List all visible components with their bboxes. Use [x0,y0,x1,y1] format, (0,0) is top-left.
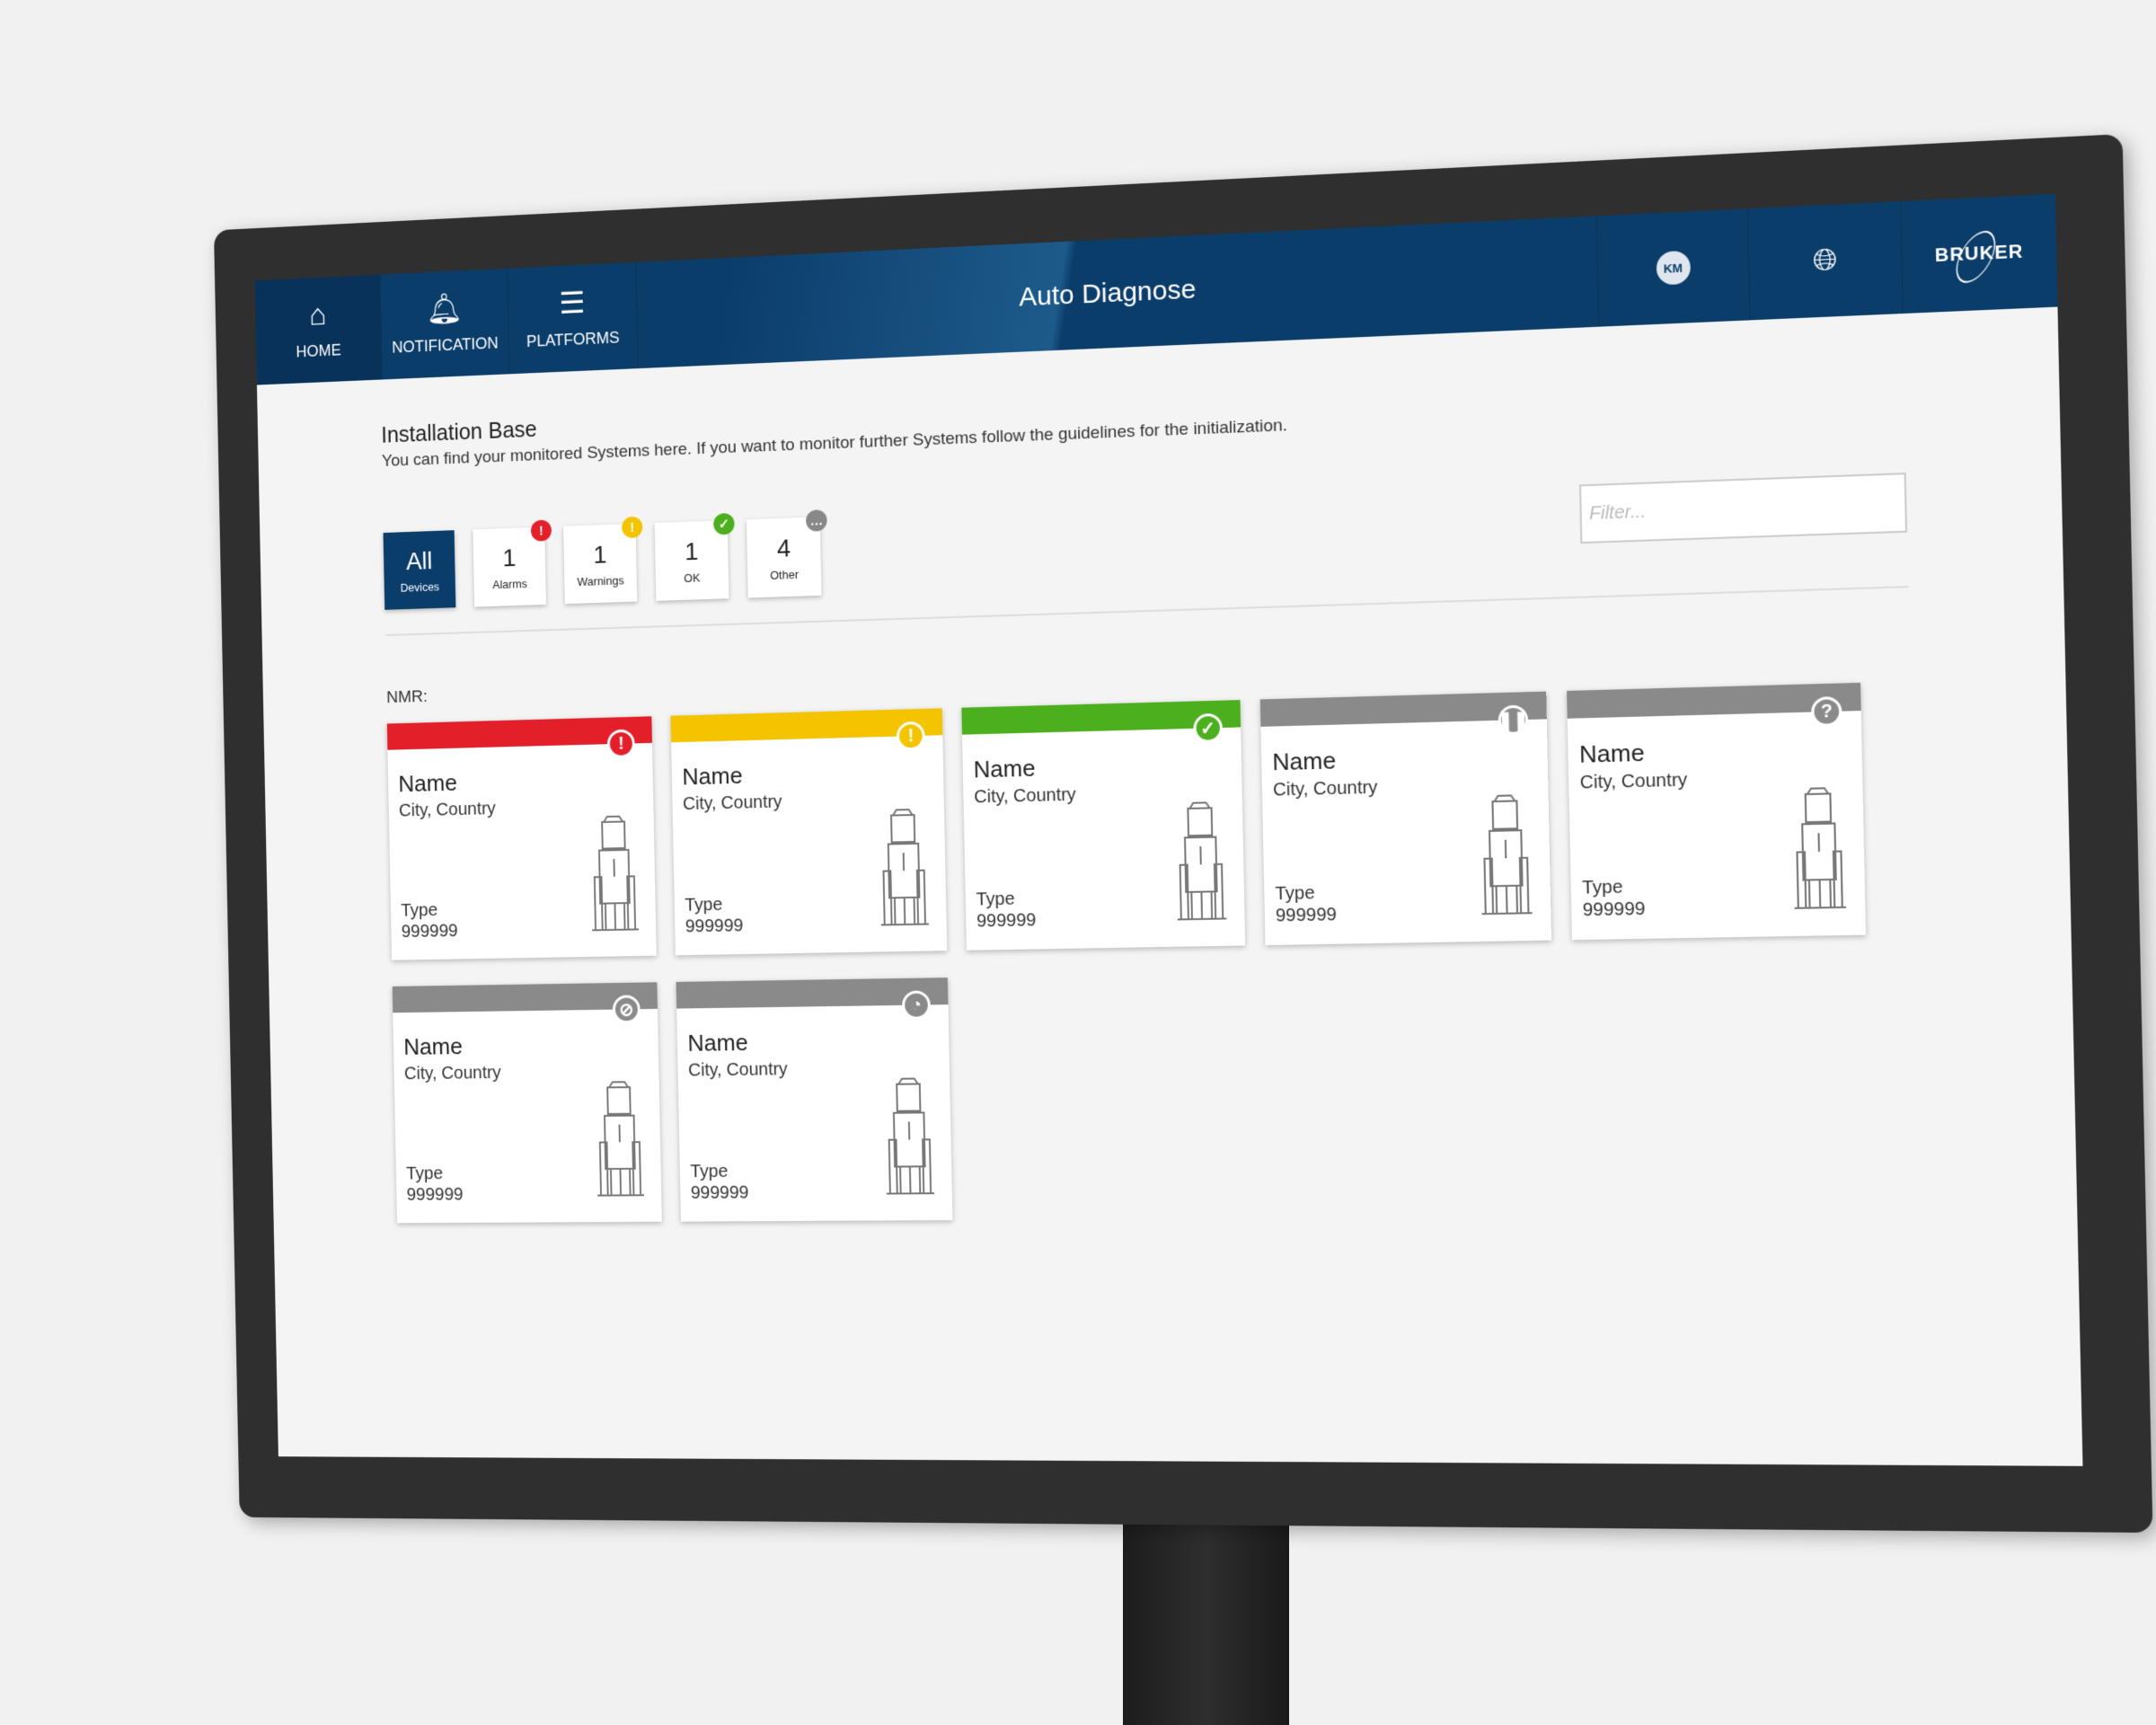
chip-status-icon: ! [530,519,552,542]
nmr-device-icon [587,814,642,939]
bruker-logo: BRUKER [1934,241,2024,266]
nmr-device-icon [875,808,932,934]
nmr-device-icon [1171,801,1231,929]
tab-label: NOTIFICATION [391,333,499,357]
nmr-device-icon [880,1076,938,1202]
device-name: Name [403,1032,464,1060]
chip-warnings[interactable]: 1 Warnings! [563,516,643,605]
user-button[interactable]: KM [1595,208,1750,327]
alarm-status-icon: ! [606,729,636,758]
device-name: Name [682,762,743,791]
device-card[interactable]: ✓ Name City, Country Type 999999 [961,700,1246,951]
top-nav: ⌂ HOME 🔔︎ NOTIFICATION ☰ PLATFORMS Auto Dia… [254,193,2058,385]
device-name: Name [687,1029,748,1057]
device-type: Type [401,900,438,921]
device-card[interactable]: ◔ Name City, Country Type 999999 [676,978,953,1222]
device-card[interactable]: ⊘ Name City, Country Type 999999 [392,982,662,1224]
menu-icon: ☰ [558,285,586,321]
device-card[interactable]: ! Name City, Country Type 999999 [670,708,948,956]
device-type: Type [685,895,723,916]
disabled-status-icon: ⊘ [612,995,641,1024]
device-name: Name [1272,747,1337,776]
device-grid: ! Name City, Country Type 999999 ! Name C… [386,681,1922,1224]
app-title: Auto Diagnose [636,216,1599,369]
brand-logo: BRUKER [1900,193,2058,314]
language-button[interactable]: 🌐︎ [1746,201,1903,321]
user-avatar: KM [1655,250,1691,286]
device-type: Type [406,1163,444,1184]
nmr-device-icon [1788,786,1850,918]
device-number: 999999 [1275,904,1338,926]
main-content: Installation Base You can find your moni… [381,360,1922,1224]
chip-status-icon: … [805,509,827,532]
device-type: Type [690,1162,729,1182]
screen: ⌂ HOME 🔔︎ NOTIFICATION ☰ PLATFORMS Auto Dia… [254,193,2083,1466]
globe-icon: 🌐︎ [1812,243,1838,278]
device-number: 999999 [401,921,458,942]
filter-input[interactable] [1578,473,1908,544]
chip-devices[interactable]: All Devices [383,530,456,610]
chip-ok[interactable]: 1 OK ✓ [654,512,735,601]
chip-label: Other [770,567,800,582]
chip-label: Warnings [577,572,624,588]
device-number: 999999 [690,1182,749,1203]
paused-status-icon: ❚❚ [1498,704,1529,736]
tab-label: PLATFORMS [526,328,620,350]
device-number: 999999 [685,916,744,937]
chip-count: 4 [776,533,791,562]
nmr-device-icon [1476,793,1536,924]
chip-status-icon: ! [621,516,643,539]
unknown-status-icon: ? [1810,695,1842,728]
tab-platforms[interactable]: ☰ PLATFORMS [508,261,639,375]
monitor: ⌂ HOME 🔔︎ NOTIFICATION ☰ PLATFORMS Auto Dia… [214,134,2153,1533]
device-type: Type [976,889,1015,910]
device-name: Name [973,754,1036,783]
chip-status-icon: ✓ [713,512,735,535]
chip-other[interactable]: 4 Other … [746,509,827,598]
bell-icon: 🔔︎ [425,291,464,327]
device-card[interactable]: ❚❚ Name City, Country Type 999999 [1259,691,1552,946]
home-icon: ⌂ [308,297,327,332]
chip-label: Devices [400,579,440,595]
chip-count: All [405,546,433,575]
offline-status-icon: ◔ [901,990,932,1020]
warning-status-icon: ! [896,721,925,751]
device-name: Name [398,769,458,798]
chip-alarms[interactable]: 1 Alarms! [473,519,552,607]
device-number: 999999 [406,1184,464,1205]
device-number: 999999 [976,910,1037,932]
device-card[interactable]: ! Name City, Country Type 999999 [386,716,657,960]
chip-label: OK [684,571,701,585]
device-number: 999999 [1582,898,1646,921]
tab-label: HOME [296,341,341,360]
tab-home[interactable]: ⌂ HOME [254,274,383,385]
chip-label: Alarms [492,576,527,591]
ok-status-icon: ✓ [1193,712,1224,744]
chip-count: 1 [502,543,517,571]
chip-count: 1 [593,540,607,569]
nmr-device-icon [592,1080,648,1204]
tab-notification[interactable]: 🔔︎ NOTIFICATION [380,268,510,380]
device-type: Type [1275,883,1315,905]
chip-count: 1 [684,536,699,565]
device-name: Name [1578,739,1645,768]
device-card[interactable]: ? Name City, Country Type 999999 [1567,682,1867,941]
device-type: Type [1581,877,1623,898]
